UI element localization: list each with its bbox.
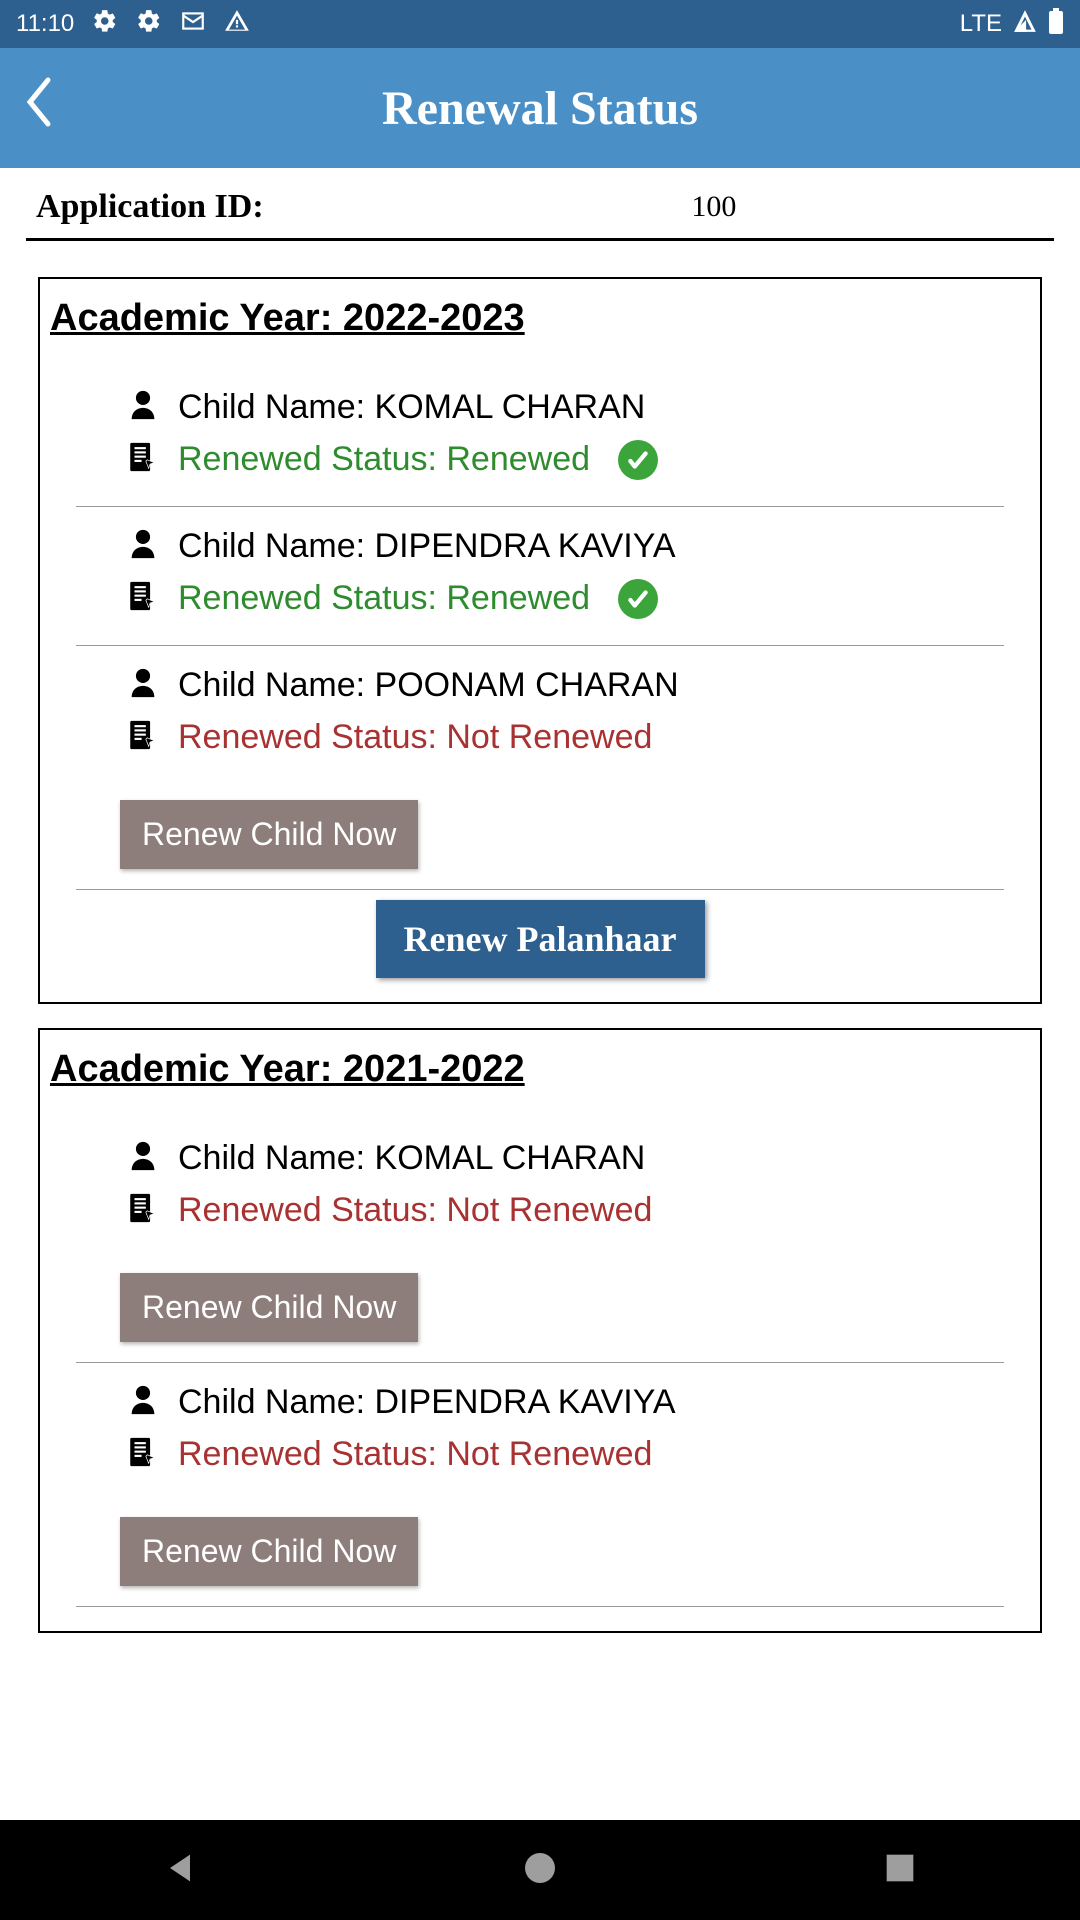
child-name-text: Child Name: DIPENDRA KAVIYA bbox=[178, 527, 676, 566]
child-block: Child Name: KOMAL CHARAN Renewed Status: … bbox=[76, 1119, 1004, 1363]
status-row: Renewed Status: Not Renewed bbox=[76, 1434, 1004, 1501]
status-row: Renewed Status: Not Renewed bbox=[76, 717, 1004, 784]
status-text: Renewed Status: Not Renewed bbox=[178, 718, 652, 757]
status-text: Renewed Status: Renewed bbox=[178, 440, 590, 479]
settings-icon bbox=[92, 8, 118, 41]
person-icon bbox=[126, 1381, 160, 1424]
person-icon bbox=[126, 664, 160, 707]
year-card: Academic Year: 2021-2022Child Name: KOMA… bbox=[38, 1028, 1042, 1633]
child-name-row: Child Name: KOMAL CHARAN bbox=[76, 1137, 1004, 1180]
renew-palanhaar-button[interactable]: Renew Palanhaar bbox=[376, 900, 705, 978]
application-id-value: 100 bbox=[264, 190, 1044, 224]
child-name-row: Child Name: KOMAL CHARAN bbox=[76, 386, 1004, 429]
nav-back-button[interactable] bbox=[160, 1848, 200, 1893]
child-block: Child Name: DIPENDRA KAVIYA Renewed Statu… bbox=[76, 1363, 1004, 1607]
document-icon bbox=[126, 578, 160, 619]
page-title: Renewal Status bbox=[0, 81, 1080, 136]
signal-icon bbox=[1012, 8, 1038, 41]
status-bar: 11:10 LTE bbox=[0, 0, 1080, 48]
status-right: LTE bbox=[960, 8, 1064, 41]
check-icon bbox=[618, 440, 658, 480]
document-icon bbox=[126, 717, 160, 758]
application-id-row: Application ID: 100 bbox=[0, 168, 1080, 238]
application-id-label: Application ID: bbox=[36, 188, 264, 226]
status-text: Renewed Status: Renewed bbox=[178, 579, 590, 618]
child-name-row: Child Name: POONAM CHARAN bbox=[76, 664, 1004, 707]
check-icon bbox=[618, 579, 658, 619]
status-left: 11:10 bbox=[16, 8, 250, 41]
renew-child-button[interactable]: Renew Child Now bbox=[120, 1273, 418, 1342]
battery-icon bbox=[1048, 8, 1064, 41]
child-name-text: Child Name: POONAM CHARAN bbox=[178, 666, 679, 705]
status-row: Renewed Status: Renewed bbox=[76, 578, 1004, 645]
document-icon bbox=[126, 1434, 160, 1475]
warning-icon bbox=[224, 8, 250, 41]
year-title: Academic Year: 2022-2023 bbox=[40, 297, 1040, 368]
year-card: Academic Year: 2022-2023Child Name: KOMA… bbox=[38, 277, 1042, 1004]
status-row: Renewed Status: Not Renewed bbox=[76, 1190, 1004, 1257]
renew-palanhaar-wrap: Renew Palanhaar bbox=[40, 900, 1040, 978]
renew-child-button[interactable]: Renew Child Now bbox=[120, 1517, 418, 1586]
year-title: Academic Year: 2021-2022 bbox=[40, 1048, 1040, 1119]
system-nav-bar bbox=[0, 1820, 1080, 1920]
status-time: 11:10 bbox=[16, 10, 74, 38]
nav-home-button[interactable] bbox=[520, 1848, 560, 1893]
status-text: Renewed Status: Not Renewed bbox=[178, 1435, 652, 1474]
child-name-row: Child Name: DIPENDRA KAVIYA bbox=[76, 1381, 1004, 1424]
child-name-text: Child Name: KOMAL CHARAN bbox=[178, 388, 645, 427]
document-icon bbox=[126, 1190, 160, 1231]
network-label: LTE bbox=[960, 10, 1002, 38]
child-block: Child Name: KOMAL CHARAN Renewed Status: … bbox=[76, 368, 1004, 507]
mail-icon bbox=[180, 8, 206, 41]
renew-child-button[interactable]: Renew Child Now bbox=[120, 800, 418, 869]
back-button[interactable] bbox=[24, 76, 54, 140]
person-icon bbox=[126, 525, 160, 568]
document-icon bbox=[126, 439, 160, 480]
status-row: Renewed Status: Renewed bbox=[76, 439, 1004, 506]
person-icon bbox=[126, 1137, 160, 1180]
child-name-row: Child Name: DIPENDRA KAVIYA bbox=[76, 525, 1004, 568]
child-name-text: Child Name: KOMAL CHARAN bbox=[178, 1139, 645, 1178]
person-icon bbox=[126, 386, 160, 429]
status-text: Renewed Status: Not Renewed bbox=[178, 1191, 652, 1230]
nav-recent-button[interactable] bbox=[880, 1848, 920, 1893]
app-header: Renewal Status bbox=[0, 48, 1080, 168]
content-scroll[interactable]: Academic Year: 2022-2023Child Name: KOMA… bbox=[0, 241, 1080, 1820]
child-block: Child Name: DIPENDRA KAVIYA Renewed Statu… bbox=[76, 507, 1004, 646]
child-name-text: Child Name: DIPENDRA KAVIYA bbox=[178, 1383, 676, 1422]
settings-icon-2 bbox=[136, 8, 162, 41]
child-block: Child Name: POONAM CHARAN Renewed Status:… bbox=[76, 646, 1004, 890]
